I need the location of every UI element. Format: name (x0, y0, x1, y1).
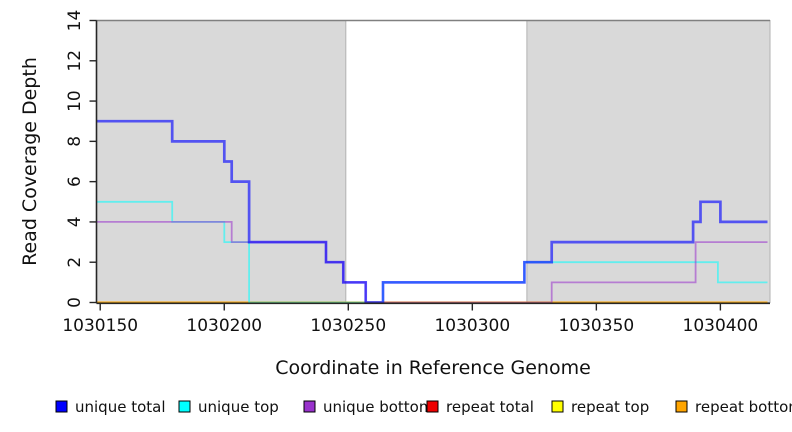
x-tick-label: 1030150 (62, 316, 138, 336)
legend-label-unique-top: unique top (198, 398, 279, 416)
y-tick-label: 12 (65, 50, 85, 72)
y-tick-label: 6 (65, 176, 85, 187)
legend-label-unique-total: unique total (75, 398, 166, 416)
y-tick-label: 2 (65, 257, 85, 268)
legend-label-repeat-bottom: repeat bottom (695, 398, 792, 416)
axes-layer: 1030150 1030200 1030250 1030300 1030350 10304… (62, 10, 770, 336)
shaded-region (526, 20, 771, 303)
y-axis-title: Read Coverage Depth (19, 57, 41, 266)
x-tick-label: 1030300 (434, 316, 510, 336)
y-tick-label: 0 (65, 297, 85, 308)
legend-swatch-repeat-bottom (675, 400, 688, 413)
x-tick-label: 1030200 (186, 316, 262, 336)
legend-swatch-repeat-total (426, 400, 439, 413)
legend-label-unique-bottom: unique bottom (323, 398, 433, 416)
y-tick-label: 10 (65, 90, 85, 112)
legend-label-repeat-total: repeat total (446, 398, 534, 416)
series-unique-total-line (96, 119, 768, 304)
legend-swatch-repeat-top (551, 400, 564, 413)
legend-swatch-unique-top (178, 400, 191, 413)
x-axis-title: Coordinate in Reference Genome (275, 357, 591, 379)
y-tick-label: 4 (65, 216, 85, 227)
x-tick-label: 1030350 (558, 316, 634, 336)
shaded-regions-layer (96, 19, 771, 303)
x-tick-label: 1030250 (310, 316, 386, 336)
legend-swatch-unique-bottom (303, 400, 316, 413)
legend-label-repeat-top: repeat top (571, 398, 649, 416)
legend-swatch-unique-total (55, 400, 68, 413)
legend: unique total unique top unique bottom repea… (55, 398, 792, 416)
x-tick-label: 1030400 (683, 316, 759, 336)
y-tick-label: 8 (65, 136, 85, 147)
y-tick-label: 14 (65, 10, 85, 32)
shaded-region (96, 20, 347, 303)
